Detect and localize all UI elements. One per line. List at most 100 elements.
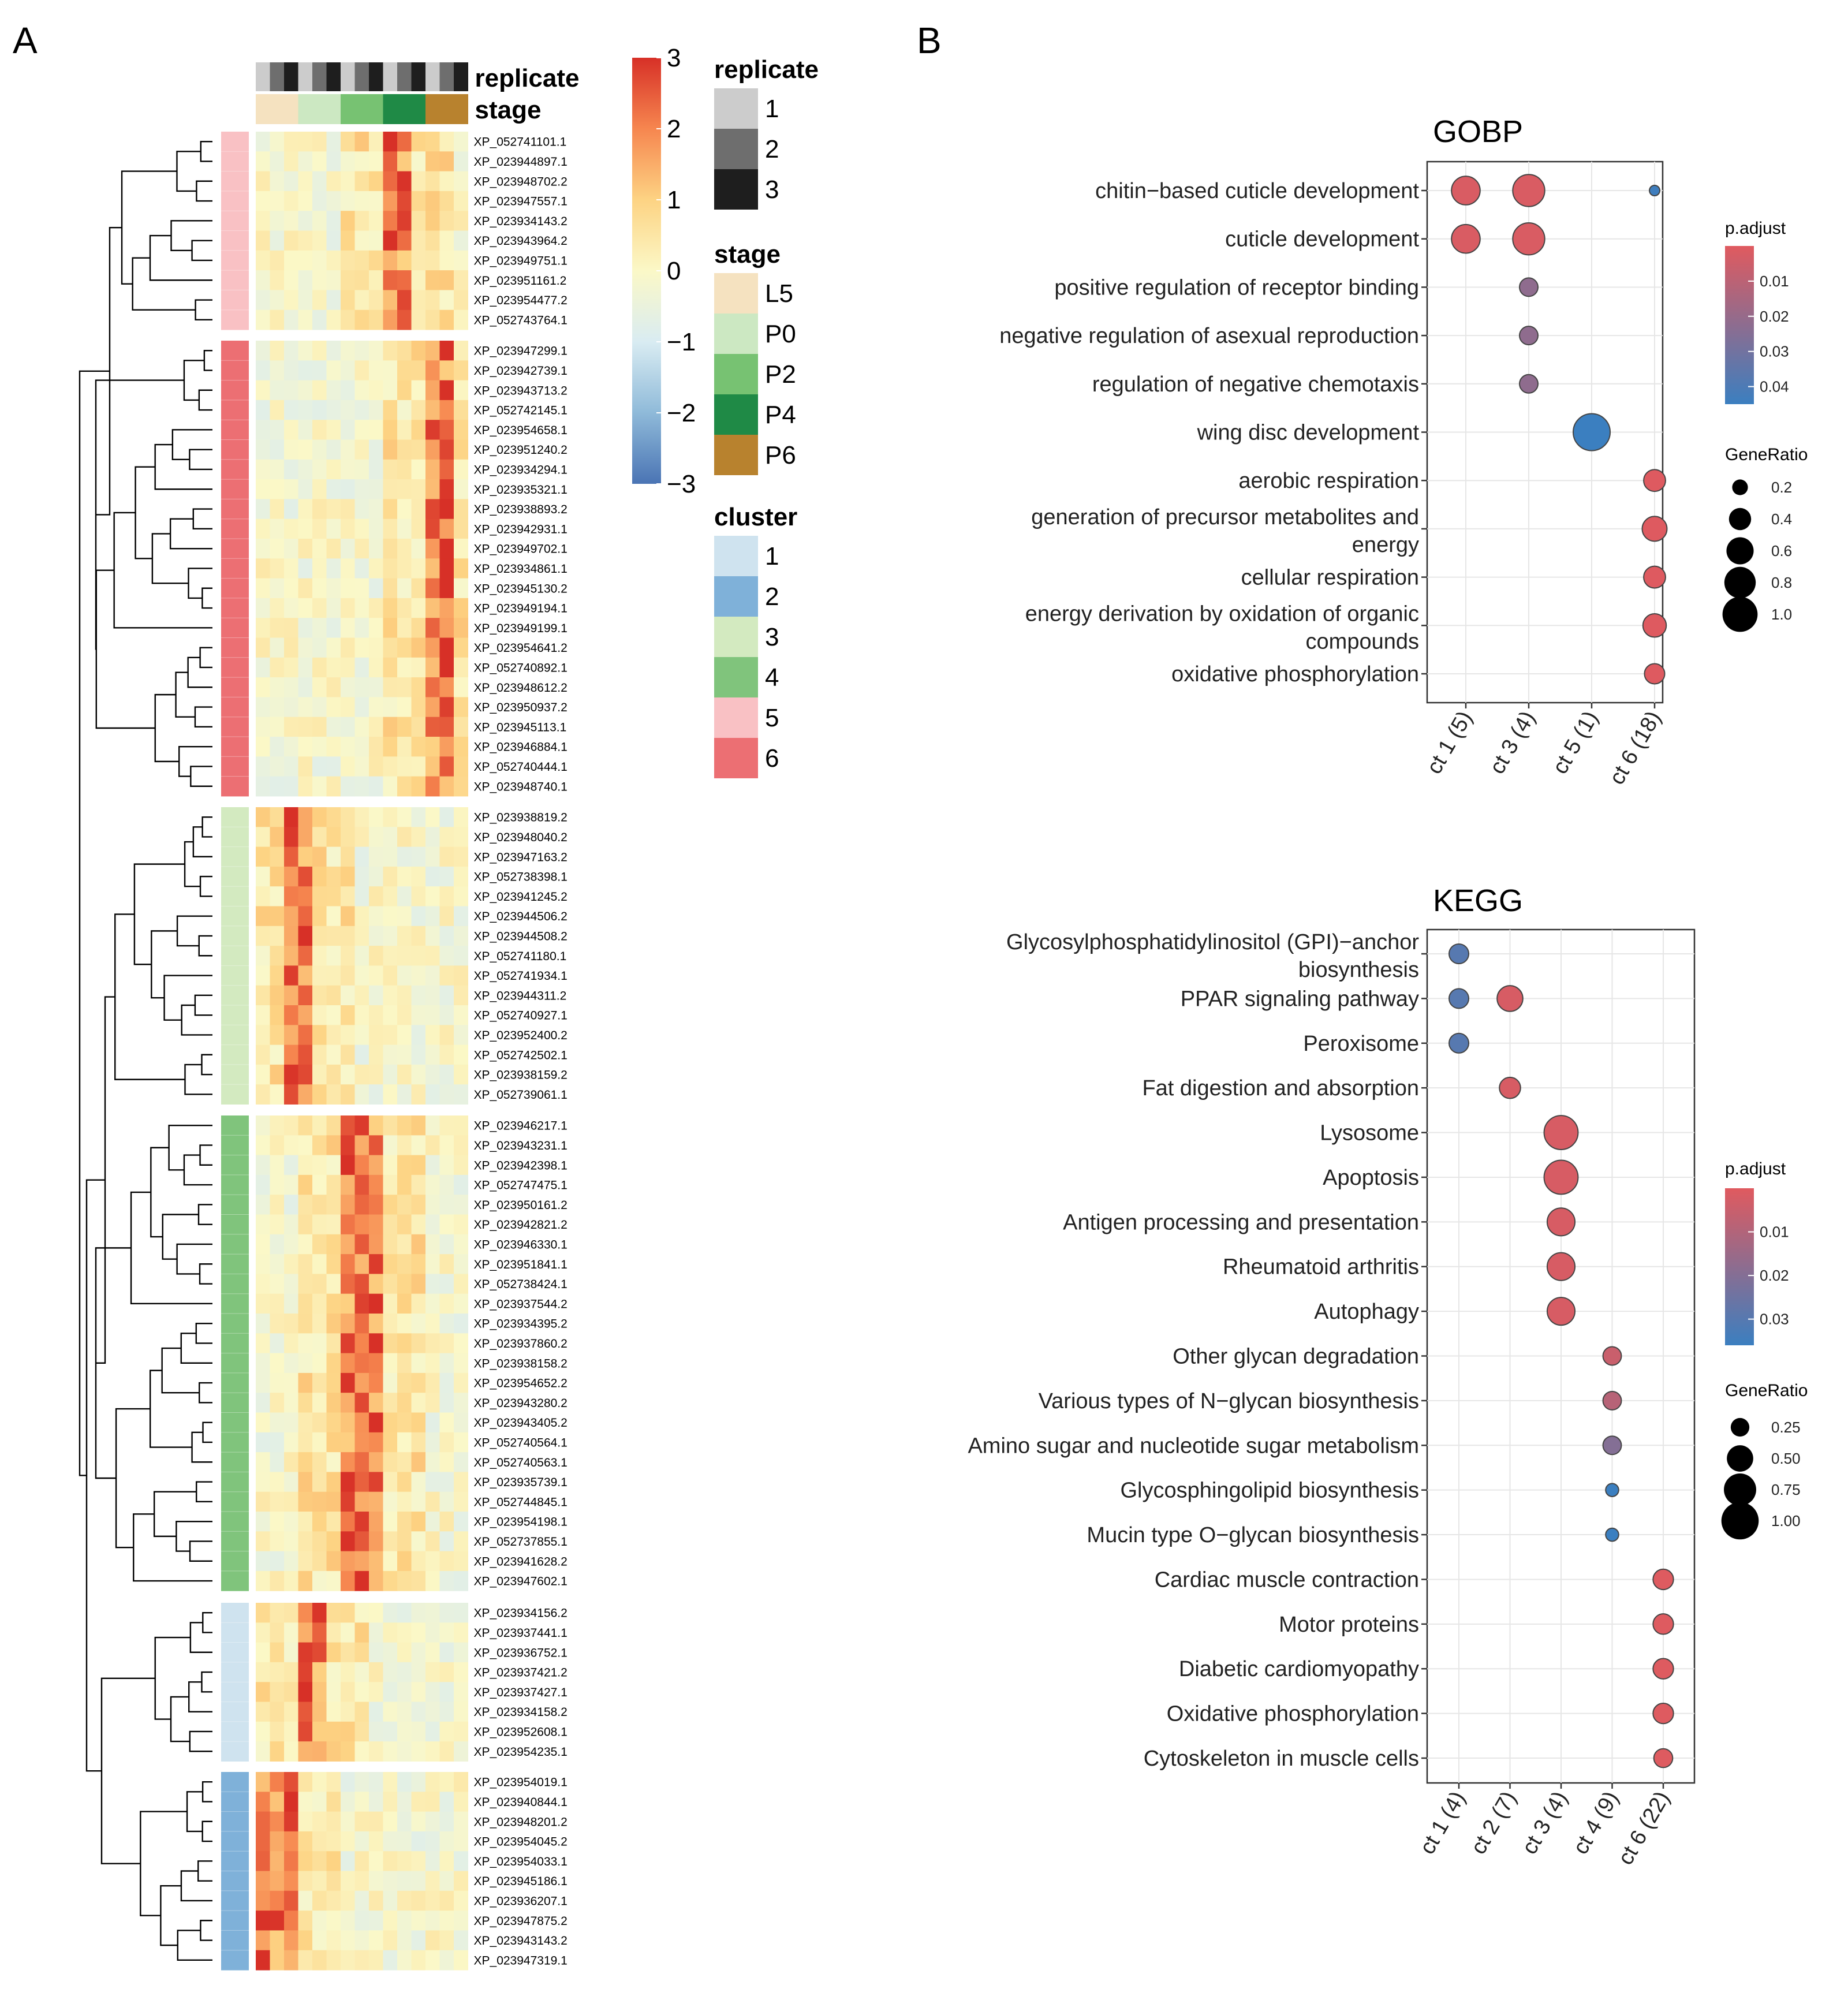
heatmap-cell xyxy=(341,756,355,777)
heatmap-cell xyxy=(256,1622,270,1643)
heatmap-cell xyxy=(454,1491,468,1512)
heatmap-cell xyxy=(411,776,426,797)
heatmap-cell xyxy=(270,1570,285,1591)
heatmap-cell xyxy=(284,1005,298,1025)
heatmap-cell xyxy=(454,479,468,499)
heatmap-cell xyxy=(326,1512,341,1532)
heatmap-cell xyxy=(312,1314,327,1334)
heatmap-cell xyxy=(369,539,383,559)
heatmap-cell xyxy=(270,965,285,986)
heatmap-cell xyxy=(454,1044,468,1065)
heatmap-cell xyxy=(284,1214,298,1235)
heatmap-cell xyxy=(270,1084,285,1105)
heatmap-cell xyxy=(354,1662,369,1682)
kegg-generatio-legend-label: 0.25 xyxy=(1771,1419,1801,1436)
dendrogram-branch xyxy=(176,1520,212,1552)
cluster-annotation-cell xyxy=(221,637,249,658)
heatmap-cell xyxy=(454,459,468,480)
heatmap-cell xyxy=(397,211,412,231)
heatmap-cell xyxy=(354,360,369,381)
dendrogram-branch xyxy=(154,1636,191,1720)
heatmap-cell xyxy=(341,1772,355,1792)
heatmap-cell xyxy=(397,846,412,867)
heatmap-cell xyxy=(439,756,454,777)
heatmap-cell xyxy=(397,1831,412,1852)
heatmap-cell xyxy=(326,965,341,986)
heatmap-cell xyxy=(326,380,341,401)
replicate-annotation-cell xyxy=(326,62,341,91)
heatmap-cell xyxy=(369,1084,383,1105)
heatmap-cell xyxy=(326,1005,341,1025)
heatmap-cell xyxy=(369,151,383,172)
heatmap-cell xyxy=(397,1044,412,1065)
heatmap-cell xyxy=(383,807,398,827)
gene-label: XP_023934294.1 xyxy=(474,463,568,476)
heatmap-cell xyxy=(298,1353,313,1374)
gene-label: XP_023949199.1 xyxy=(474,622,568,635)
heatmap-cell xyxy=(425,1721,440,1742)
heatmap-cell xyxy=(383,132,398,152)
heatmap-cell xyxy=(439,946,454,966)
heatmap-cell xyxy=(298,171,313,192)
heatmap-cell xyxy=(425,1831,440,1852)
heatmap-cell xyxy=(454,866,468,887)
heatmap-cell xyxy=(270,1911,285,1931)
heatmap-cell xyxy=(284,965,298,986)
kegg-term-label: Glycosylphosphatidylinositol (GPI)−ancho… xyxy=(1006,930,1419,954)
heatmap-cell xyxy=(341,1682,355,1702)
cluster-legend-label: 3 xyxy=(765,623,779,651)
heatmap-cell xyxy=(354,1472,369,1493)
dendrogram-branch xyxy=(150,1147,169,1238)
heatmap-cell xyxy=(397,1512,412,1532)
heatmap-cell xyxy=(383,1084,398,1105)
heatmap-cell xyxy=(284,1064,298,1085)
gene-label: XP_023941628.2 xyxy=(474,1555,568,1568)
heatmap-cell xyxy=(397,230,412,251)
heatmap-cell xyxy=(341,1064,355,1085)
heatmap-cell xyxy=(326,1622,341,1643)
heatmap-cell xyxy=(270,400,285,420)
heatmap-cell xyxy=(312,756,327,777)
heatmap-cell xyxy=(326,1254,341,1274)
heatmap-cell xyxy=(312,1491,327,1512)
heatmap-cell xyxy=(411,846,426,867)
heatmap-cell xyxy=(256,1551,270,1572)
heatmap-cell xyxy=(354,1851,369,1871)
kegg-point xyxy=(1546,1207,1576,1237)
cluster-annotation-cell xyxy=(221,360,249,381)
gene-label: XP_023942821.2 xyxy=(474,1218,568,1232)
kegg-padj-legend-title: p.adjust xyxy=(1725,1159,1786,1178)
heatmap-cell xyxy=(312,1452,327,1472)
cluster-annotation-cell xyxy=(221,1064,249,1085)
heatmap-cell xyxy=(270,1452,285,1472)
heatmap-cell xyxy=(270,906,285,927)
heatmap-cell xyxy=(312,965,327,986)
heatmap-cell xyxy=(425,1851,440,1871)
heatmap-cell xyxy=(369,1930,383,1951)
heatmap-cell xyxy=(298,1911,313,1931)
dendrogram-branch xyxy=(130,1191,212,1305)
heatmap-cell xyxy=(383,1772,398,1792)
heatmap-cell xyxy=(256,360,270,381)
kegg-point xyxy=(1448,988,1469,1009)
heatmap-cell xyxy=(312,1412,327,1433)
heatmap-cell xyxy=(298,539,313,559)
gene-label: XP_023949194.1 xyxy=(474,602,568,615)
heatmap-cell xyxy=(256,926,270,946)
heatmap-cell xyxy=(411,400,426,420)
heatmap-cell xyxy=(270,558,285,579)
heatmap-cell xyxy=(354,637,369,658)
heatmap-cell xyxy=(256,1155,270,1176)
heatmap-cell xyxy=(369,420,383,440)
heatmap-cell xyxy=(326,598,341,618)
heatmap-cell xyxy=(270,230,285,251)
color-scale-bar xyxy=(632,58,661,484)
heatmap-cell xyxy=(284,1741,298,1762)
heatmap-cell xyxy=(454,1333,468,1354)
heatmap-cell xyxy=(411,866,426,887)
heatmap-legends: 3210−1−2−3replicate123stageL5P0P2P4P6clu… xyxy=(632,44,819,778)
cluster-annotation-cell xyxy=(221,717,249,737)
heatmap-cell xyxy=(256,1721,270,1742)
heatmap-cell xyxy=(397,1642,412,1663)
heatmap-cell xyxy=(354,1115,369,1136)
